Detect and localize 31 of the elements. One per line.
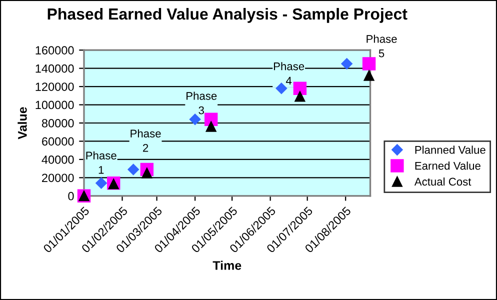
point (362, 57, 376, 70)
point (293, 82, 307, 95)
annotation: Phase 4 (274, 62, 304, 85)
point (276, 82, 288, 94)
annotation: Phase 2 (130, 129, 161, 152)
point (96, 178, 107, 189)
y-tick-label: 100000 (36, 100, 74, 110)
point (189, 114, 201, 125)
annotation: Phase 3 (186, 92, 217, 114)
y-axis-title: Value (18, 107, 27, 140)
legend-label: Earned Value (415, 162, 480, 170)
y-tick-label: 0 (68, 192, 74, 200)
y-tick-label: 60000 (42, 137, 74, 146)
y-tick-label: 40000 (42, 155, 74, 164)
annotation: Phase 1 (86, 151, 116, 174)
y-tick-label: 20000 (42, 174, 74, 182)
point (206, 121, 216, 132)
y-tick-label: 140000 (36, 64, 74, 73)
point (364, 70, 374, 81)
annotation: Phase 5 (366, 34, 397, 58)
legend-label: Actual Cost (414, 177, 472, 186)
point (142, 168, 152, 178)
point (128, 164, 139, 176)
chart-title: Phased Earned Value Analysis - Sample Project (48, 8, 408, 23)
legend-label: Planned Value (415, 146, 486, 154)
y-tick-label: 160000 (36, 46, 74, 54)
x-axis-title: Time (212, 260, 242, 270)
y-tick-label: 80000 (42, 119, 74, 128)
point (341, 58, 352, 70)
point (294, 91, 306, 102)
y-tick-label: 120000 (36, 82, 74, 91)
